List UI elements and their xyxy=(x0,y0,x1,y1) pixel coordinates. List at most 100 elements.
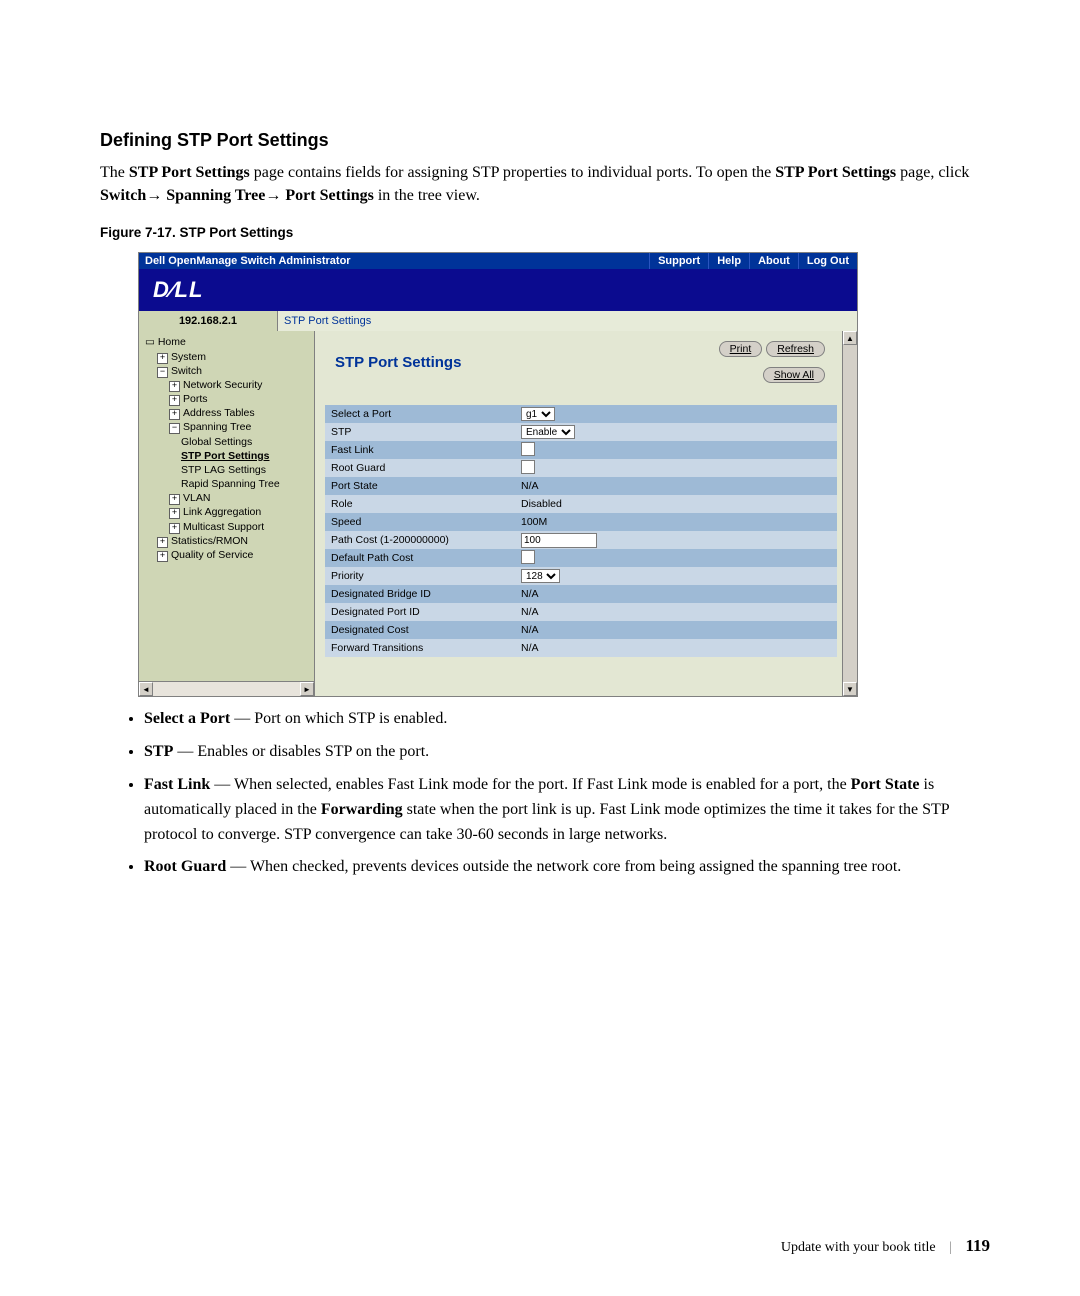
tree-stp-lag-settings[interactable]: STP LAG Settings xyxy=(145,463,314,477)
row-value: N/A xyxy=(521,606,837,618)
scroll-track[interactable] xyxy=(153,682,300,696)
row-value: Disabled xyxy=(521,498,837,510)
tree-global-settings[interactable]: Global Settings xyxy=(145,435,314,449)
row-label: STP xyxy=(325,426,521,438)
settings-row: Fast Link xyxy=(325,441,837,459)
row-label: Priority xyxy=(325,570,521,582)
row-label: Designated Port ID xyxy=(325,606,521,618)
row-label: Root Guard xyxy=(325,462,521,474)
arrow-icon: → xyxy=(265,187,285,204)
main-panel: ▲ ▼ STP Port Settings Print Refresh Show… xyxy=(315,331,857,696)
content-columns: ▭ Home +System −Switch +Network Security… xyxy=(139,331,857,696)
text-bold: Forwarding xyxy=(321,801,403,818)
row-value: 100M xyxy=(521,516,837,528)
row-checkbox[interactable] xyxy=(521,460,535,474)
text-bold: STP Port Settings xyxy=(775,164,896,181)
tree-rapid-spanning-tree[interactable]: Rapid Spanning Tree xyxy=(145,477,314,491)
settings-row: Path Cost (1-200000000) xyxy=(325,531,837,549)
brand-bar: D∕LL xyxy=(139,269,857,311)
nav-tree: ▭ Home +System −Switch +Network Security… xyxy=(139,331,315,696)
text-bold: STP xyxy=(144,743,173,760)
tree-vlan[interactable]: +VLAN xyxy=(145,491,314,505)
settings-row: Designated CostN/A xyxy=(325,621,837,639)
settings-row: STPEnable xyxy=(325,423,837,441)
text-bold: Port State xyxy=(851,776,920,793)
tree-ports[interactable]: +Ports xyxy=(145,392,314,406)
tree-qos[interactable]: +Quality of Service xyxy=(145,548,314,562)
tab-logout[interactable]: Log Out xyxy=(798,253,857,269)
row-checkbox[interactable] xyxy=(521,442,535,456)
tree-statistics-rmon[interactable]: +Statistics/RMON xyxy=(145,534,314,548)
book-title: Update with your book title xyxy=(781,1240,936,1255)
row-checkbox[interactable] xyxy=(521,550,535,564)
row-label: Forward Transitions xyxy=(325,642,521,654)
row-select[interactable]: 128 xyxy=(521,569,560,583)
bullet-list: Select a Port — Port on which STP is ena… xyxy=(100,707,990,880)
section-heading: Defining STP Port Settings xyxy=(100,130,990,151)
tree-network-security[interactable]: +Network Security xyxy=(145,378,314,392)
list-item: Root Guard — When checked, prevents devi… xyxy=(144,855,990,880)
dell-logo: D∕LL xyxy=(153,277,203,303)
row-value: Enable xyxy=(521,425,837,439)
tree-home[interactable]: ▭ Home xyxy=(145,335,314,349)
settings-row: Default Path Cost xyxy=(325,549,837,567)
tree-switch[interactable]: −Switch xyxy=(145,364,314,378)
text-bold: Switch xyxy=(100,187,146,204)
figure-caption: Figure 7-17. STP Port Settings xyxy=(100,225,990,240)
row-value: N/A xyxy=(521,480,837,492)
tree-multicast-support[interactable]: +Multicast Support xyxy=(145,520,314,534)
row-label: Path Cost (1-200000000) xyxy=(325,534,521,546)
main-v-scrollbar[interactable]: ▲ ▼ xyxy=(842,331,857,696)
list-item: Select a Port — Port on which STP is ena… xyxy=(144,707,990,732)
tab-help[interactable]: Help xyxy=(708,253,749,269)
settings-row: Select a Portg1 xyxy=(325,405,837,423)
document-page: Defining STP Port Settings The STP Port … xyxy=(0,0,1080,1296)
row-value: N/A xyxy=(521,624,837,636)
tree-spanning-tree[interactable]: −Spanning Tree xyxy=(145,420,314,434)
scroll-right-icon[interactable]: ► xyxy=(300,682,314,696)
list-item: Fast Link — When selected, enables Fast … xyxy=(144,773,990,847)
row-label: Designated Cost xyxy=(325,624,521,636)
text: page, click xyxy=(900,164,969,181)
arrow-icon: → xyxy=(146,187,166,204)
row-label: Speed xyxy=(325,516,521,528)
settings-row: Root Guard xyxy=(325,459,837,477)
row-value xyxy=(521,550,837,567)
page-number: 119 xyxy=(965,1236,990,1255)
ip-address: 192.168.2.1 xyxy=(139,311,278,331)
row-value: 128 xyxy=(521,569,837,583)
tree-h-scrollbar[interactable]: ◄ ► xyxy=(139,681,314,696)
text: — Enables or disables STP on the port. xyxy=(173,743,429,760)
row-label: Fast Link xyxy=(325,444,521,456)
breadcrumb: STP Port Settings xyxy=(278,311,857,331)
list-item: STP — Enables or disables STP on the por… xyxy=(144,740,990,765)
tab-support[interactable]: Support xyxy=(649,253,708,269)
tree-address-tables[interactable]: +Address Tables xyxy=(145,406,314,420)
page-footer: Update with your book title | 119 xyxy=(781,1236,990,1256)
scroll-up-icon[interactable]: ▲ xyxy=(843,331,857,345)
text-bold: Spanning Tree xyxy=(166,187,265,204)
window-titlebar: Dell OpenManage Switch Administrator Sup… xyxy=(139,253,857,269)
screenshot: Dell OpenManage Switch Administrator Sup… xyxy=(138,252,858,697)
tab-about[interactable]: About xyxy=(749,253,798,269)
refresh-button[interactable]: Refresh xyxy=(766,341,825,357)
print-button[interactable]: Print xyxy=(719,341,763,357)
settings-grid: Select a Portg1STPEnableFast LinkRoot Gu… xyxy=(325,405,837,657)
main-title: STP Port Settings xyxy=(335,354,719,371)
row-select[interactable]: Enable xyxy=(521,425,575,439)
show-all-button[interactable]: Show All xyxy=(763,367,825,383)
scroll-left-icon[interactable]: ◄ xyxy=(139,682,153,696)
tree-system[interactable]: +System xyxy=(145,350,314,364)
text-bold: STP Port Settings xyxy=(129,164,250,181)
tree-link-aggregation[interactable]: +Link Aggregation xyxy=(145,505,314,519)
row-value xyxy=(521,533,837,548)
tree-stp-port-settings[interactable]: STP Port Settings xyxy=(145,449,314,463)
scroll-down-icon[interactable]: ▼ xyxy=(843,682,857,696)
row-select[interactable]: g1 xyxy=(521,407,555,421)
row-value xyxy=(521,442,837,459)
row-value: g1 xyxy=(521,407,837,421)
row-label: Role xyxy=(325,498,521,510)
row-textinput[interactable] xyxy=(521,533,597,548)
row-value: N/A xyxy=(521,588,837,600)
text: page contains fields for assigning STP p… xyxy=(254,164,775,181)
